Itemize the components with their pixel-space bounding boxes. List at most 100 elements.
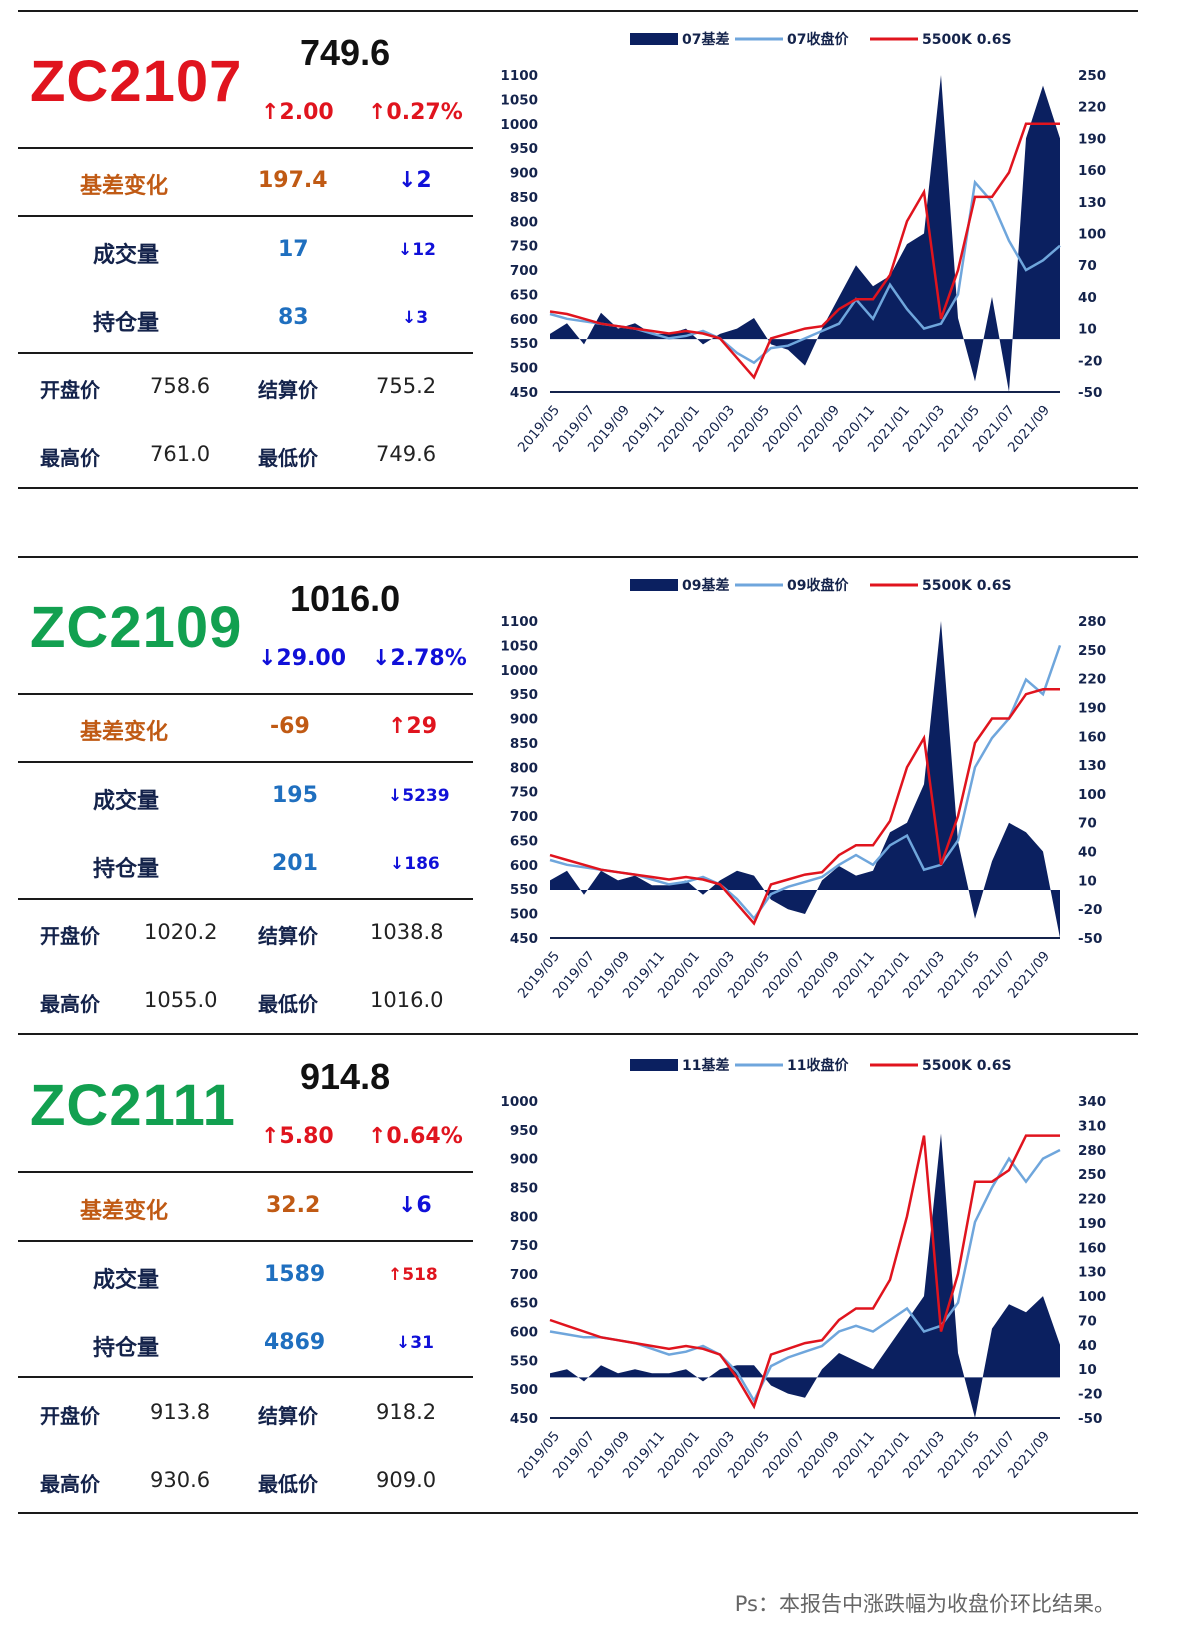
y-right-tick: 250 <box>1078 68 1106 84</box>
legend-swatch <box>630 579 678 591</box>
legend-label: 09基差 <box>682 577 729 594</box>
y-right-tick: 220 <box>1078 100 1106 116</box>
divider <box>18 215 473 217</box>
y-left-tick: 550 <box>510 882 538 898</box>
y-left-tick: 800 <box>510 760 538 776</box>
divider <box>18 487 1138 489</box>
y-right-tick: 280 <box>1078 614 1106 630</box>
divider <box>18 10 1138 12</box>
y-left-tick: 650 <box>510 1296 538 1312</box>
y-left-tick: 700 <box>510 1267 538 1283</box>
high-value: 930.6 <box>150 1468 211 1492</box>
price-change-pct: ↑0.64% <box>368 1124 463 1149</box>
y-right-tick: 310 <box>1078 1118 1106 1134</box>
y-right-tick: 100 <box>1078 787 1106 803</box>
divider <box>18 1171 473 1173</box>
legend-item: 5500K 0.6S <box>870 32 1012 48</box>
legend-label: 5500K 0.6S <box>922 32 1012 48</box>
basis-label: 基差变化 <box>80 174 169 199</box>
legend-item: 5500K 0.6S <box>870 1058 1012 1074</box>
y-right-tick: -50 <box>1078 931 1102 947</box>
y-right-tick: 10 <box>1078 322 1097 338</box>
contract-code: ZC2107 <box>30 49 243 114</box>
y-right-tick: -50 <box>1078 1411 1102 1427</box>
price-change: ↑5.80 <box>261 1124 334 1149</box>
settle-value: 1038.8 <box>370 920 444 944</box>
y-right-tick: -20 <box>1078 353 1102 369</box>
basis-delta: ↓6 <box>398 1193 432 1218</box>
low-label: 最低价 <box>258 1472 318 1496</box>
basis-value: -69 <box>270 714 310 739</box>
high-label: 最高价 <box>40 1472 100 1496</box>
y-left-tick: 600 <box>510 858 538 874</box>
y-right-tick: 220 <box>1078 672 1106 688</box>
divider <box>18 693 473 695</box>
y-right-tick: 160 <box>1078 729 1106 745</box>
legend-label: 07基差 <box>682 31 729 48</box>
basis-value: 32.2 <box>266 1193 321 1218</box>
high-label: 最高价 <box>40 992 100 1016</box>
low-value: 749.6 <box>376 442 437 466</box>
close-price-line <box>549 644 1062 921</box>
basis-delta: ↑29 <box>388 714 438 739</box>
volume-value: 17 <box>278 237 309 262</box>
last-price: 1016.0 <box>290 578 401 619</box>
y-left-tick: 1000 <box>500 117 538 133</box>
y-right-tick: 190 <box>1078 1216 1106 1232</box>
settle-value: 755.2 <box>376 374 437 398</box>
y-left-tick: 1000 <box>500 663 538 679</box>
price-change: ↑2.00 <box>261 100 334 125</box>
y-right-tick: 160 <box>1078 163 1106 179</box>
y-right-tick: 70 <box>1078 1313 1097 1329</box>
y-right-tick: 40 <box>1078 1338 1097 1354</box>
last-price: 749.6 <box>300 32 391 73</box>
y-left-tick: 800 <box>510 1209 538 1225</box>
y-left-tick: 1100 <box>500 68 538 84</box>
oi-value: 83 <box>278 305 309 330</box>
y-right-tick: 340 <box>1078 1094 1106 1110</box>
high-value: 1055.0 <box>144 988 218 1012</box>
y-left-tick: 900 <box>510 712 538 728</box>
y-left-tick: 500 <box>510 1382 538 1398</box>
y-right-tick: -20 <box>1078 1387 1102 1403</box>
basis-value: 197.4 <box>258 168 328 193</box>
low-value: 1016.0 <box>370 988 444 1012</box>
divider <box>18 1033 1138 1035</box>
divider <box>18 147 473 149</box>
oi-delta: ↓186 <box>390 854 440 874</box>
volume-delta: ↑518 <box>388 1265 438 1285</box>
low-value: 909.0 <box>376 1468 437 1492</box>
basis-delta: ↓2 <box>398 168 432 193</box>
y-left-tick: 500 <box>510 361 538 377</box>
ref-price-line <box>549 1134 1060 1410</box>
y-left-tick: 550 <box>510 1353 538 1369</box>
legend-swatch <box>630 33 678 45</box>
low-label: 最低价 <box>258 992 318 1016</box>
legend-item: 11基差 <box>630 1057 729 1074</box>
divider <box>18 761 473 763</box>
footnote: Ps：本报告中涨跌幅为收盘价环比结果。 <box>734 1592 1115 1616</box>
volume-delta: ↓5239 <box>388 786 450 806</box>
volume-label: 成交量 <box>93 243 160 268</box>
close-price-line <box>549 1148 1061 1404</box>
y-right-tick: 70 <box>1078 258 1097 274</box>
y-left-tick: 550 <box>510 336 538 352</box>
y-right-tick: 220 <box>1078 1192 1106 1208</box>
y-right-tick: 190 <box>1078 131 1106 147</box>
y-left-tick: 650 <box>510 833 538 849</box>
chart-zc2107: 07基差 07收盘价 5500K 0.6S 450 500 550 600 650 700 750… <box>500 31 1106 456</box>
oi-label: 持仓量 <box>93 1336 160 1361</box>
y-left-tick: 950 <box>510 687 538 703</box>
price-change-pct: ↓2.78% <box>372 646 467 671</box>
volume-label: 成交量 <box>93 1268 160 1293</box>
price-change-pct: ↑0.27% <box>368 100 463 125</box>
oi-label: 持仓量 <box>93 311 160 336</box>
volume-label: 成交量 <box>93 789 160 814</box>
y-left-tick: 850 <box>510 1180 538 1196</box>
settle-label: 结算价 <box>258 378 318 402</box>
y-right-tick: 130 <box>1078 758 1106 774</box>
y-left-tick: 450 <box>510 385 538 401</box>
open-value: 913.8 <box>150 1400 211 1424</box>
y-right-tick: 70 <box>1078 816 1097 832</box>
contract-code: ZC2109 <box>30 595 243 660</box>
